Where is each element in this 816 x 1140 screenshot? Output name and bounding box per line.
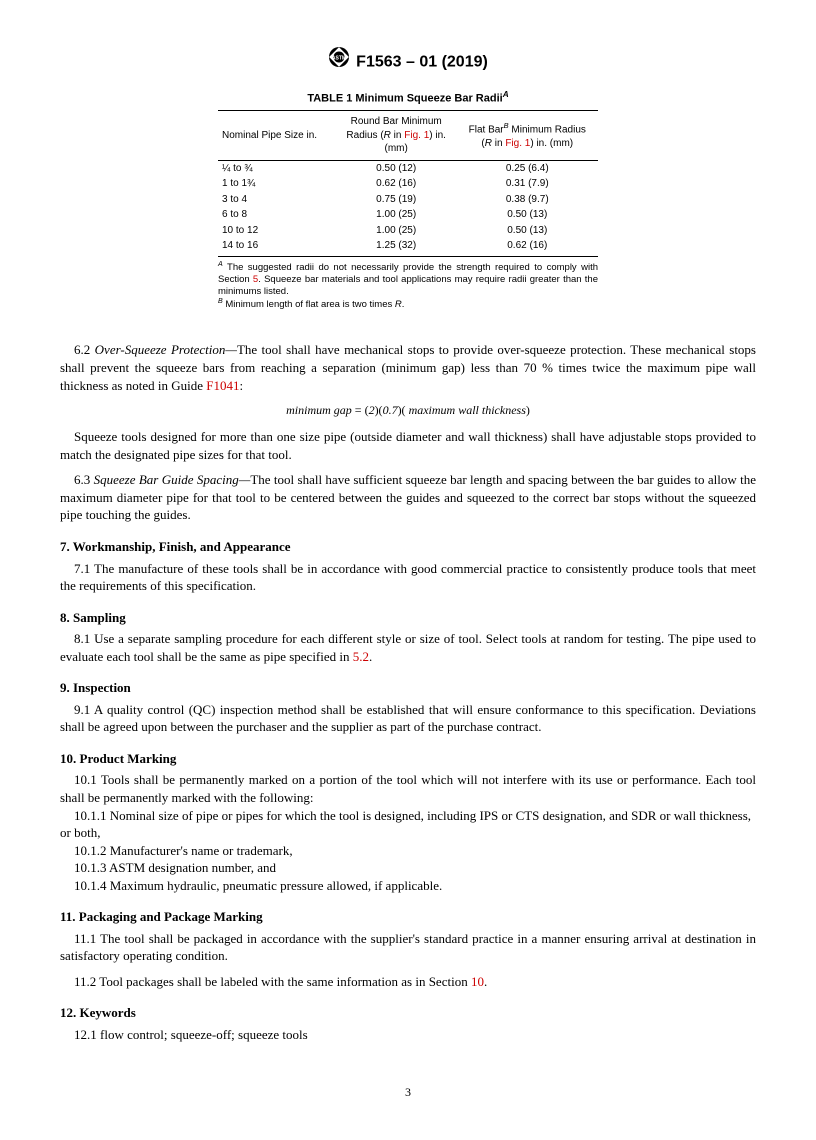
radii-table: Nominal Pipe Size in. Round Bar MinimumR… [218, 110, 598, 257]
para-10.1: 10.1 Tools shall be permanently marked o… [60, 771, 756, 806]
table-cell: 1.25 (32) [336, 238, 457, 256]
table-cell: 0.50 (13) [457, 223, 598, 239]
table-cell: 0.75 (19) [336, 192, 457, 208]
para-11.2: 11.2 Tool packages shall be labeled with… [60, 973, 756, 991]
para-10.1.4: 10.1.4 Maximum hydraulic, pneumatic pres… [60, 877, 756, 895]
table-cell: 0.31 (7.9) [457, 176, 598, 192]
formula-min-gap: minimum gap = (2)(0.7)( maximum wall thi… [60, 402, 756, 418]
table-cell: 14 to 16 [218, 238, 336, 256]
heading-12: 12. Keywords [60, 1004, 756, 1022]
heading-9: 9. Inspection [60, 679, 756, 697]
table-cell: 10 to 12 [218, 223, 336, 239]
para-10.1.2: 10.1.2 Manufacturer's name or trademark, [60, 842, 756, 860]
para-9.1: 9.1 A quality control (QC) inspection me… [60, 701, 756, 736]
table-cell: 0.62 (16) [457, 238, 598, 256]
designation-text: F1563 – 01 (2019) [356, 54, 488, 71]
col-header-0: Nominal Pipe Size in. [218, 111, 336, 161]
para-8.1: 8.1 Use a separate sampling procedure fo… [60, 630, 756, 665]
col-header-2: Flat BarB Minimum Radius(R in Fig. 1) in… [457, 111, 598, 161]
link-5.2[interactable]: 5.2 [353, 649, 369, 664]
col-header-1: Round Bar MinimumRadius (R in Fig. 1) in… [336, 111, 457, 161]
page-header: ASTM F1563 – 01 (2019) [60, 50, 756, 75]
table-row: 14 to 161.25 (32)0.62 (16) [218, 238, 598, 256]
table-cell: 1 to 1¾ [218, 176, 336, 192]
para-10.1.3: 10.1.3 ASTM designation number, and [60, 859, 756, 877]
para-12.1: 12.1 flow control; squeeze-off; squeeze … [60, 1026, 756, 1044]
table-cell: 1.00 (25) [336, 223, 457, 239]
table-cell: 0.50 (12) [336, 160, 457, 176]
table-cell: 0.62 (16) [336, 176, 457, 192]
heading-10: 10. Product Marking [60, 750, 756, 768]
astm-logo-icon: ASTM [328, 46, 350, 75]
table-title: TABLE 1 Minimum Squeeze Bar RadiiA [218, 89, 598, 107]
para-6.2: 6.2 Over-Squeeze Protection—The tool sha… [60, 341, 756, 394]
link-f1041[interactable]: F1041 [206, 378, 239, 393]
heading-8: 8. Sampling [60, 609, 756, 627]
para-6.3: 6.3 Squeeze Bar Guide Spacing—The tool s… [60, 471, 756, 524]
heading-11: 11. Packaging and Package Marking [60, 908, 756, 926]
table-cell: 0.38 (9.7) [457, 192, 598, 208]
para-10.1.1: 10.1.1 Nominal size of pipe or pipes for… [60, 807, 756, 842]
table-row: ¼ to ¾0.50 (12)0.25 (6.4) [218, 160, 598, 176]
para-6.2-2: Squeeze tools designed for more than one… [60, 428, 756, 463]
table-notes: A The suggested radii do not necessarily… [218, 260, 598, 312]
page-number: 3 [60, 1084, 756, 1100]
table-row: 3 to 40.75 (19)0.38 (9.7) [218, 192, 598, 208]
link-section-10[interactable]: 10 [471, 974, 484, 989]
table-cell: 0.50 (13) [457, 207, 598, 223]
para-11.1: 11.1 The tool shall be packaged in accor… [60, 930, 756, 965]
table-1: TABLE 1 Minimum Squeeze Bar RadiiA Nomin… [218, 89, 598, 312]
table-cell: 0.25 (6.4) [457, 160, 598, 176]
table-cell: 6 to 8 [218, 207, 336, 223]
table-cell: 1.00 (25) [336, 207, 457, 223]
table-row: 6 to 81.00 (25)0.50 (13) [218, 207, 598, 223]
table-cell: 3 to 4 [218, 192, 336, 208]
para-7.1: 7.1 The manufacture of these tools shall… [60, 560, 756, 595]
heading-7: 7. Workmanship, Finish, and Appearance [60, 538, 756, 556]
table-cell: ¼ to ¾ [218, 160, 336, 176]
table-row: 1 to 1¾0.62 (16)0.31 (7.9) [218, 176, 598, 192]
table-row: 10 to 121.00 (25)0.50 (13) [218, 223, 598, 239]
svg-text:ASTM: ASTM [332, 56, 346, 62]
